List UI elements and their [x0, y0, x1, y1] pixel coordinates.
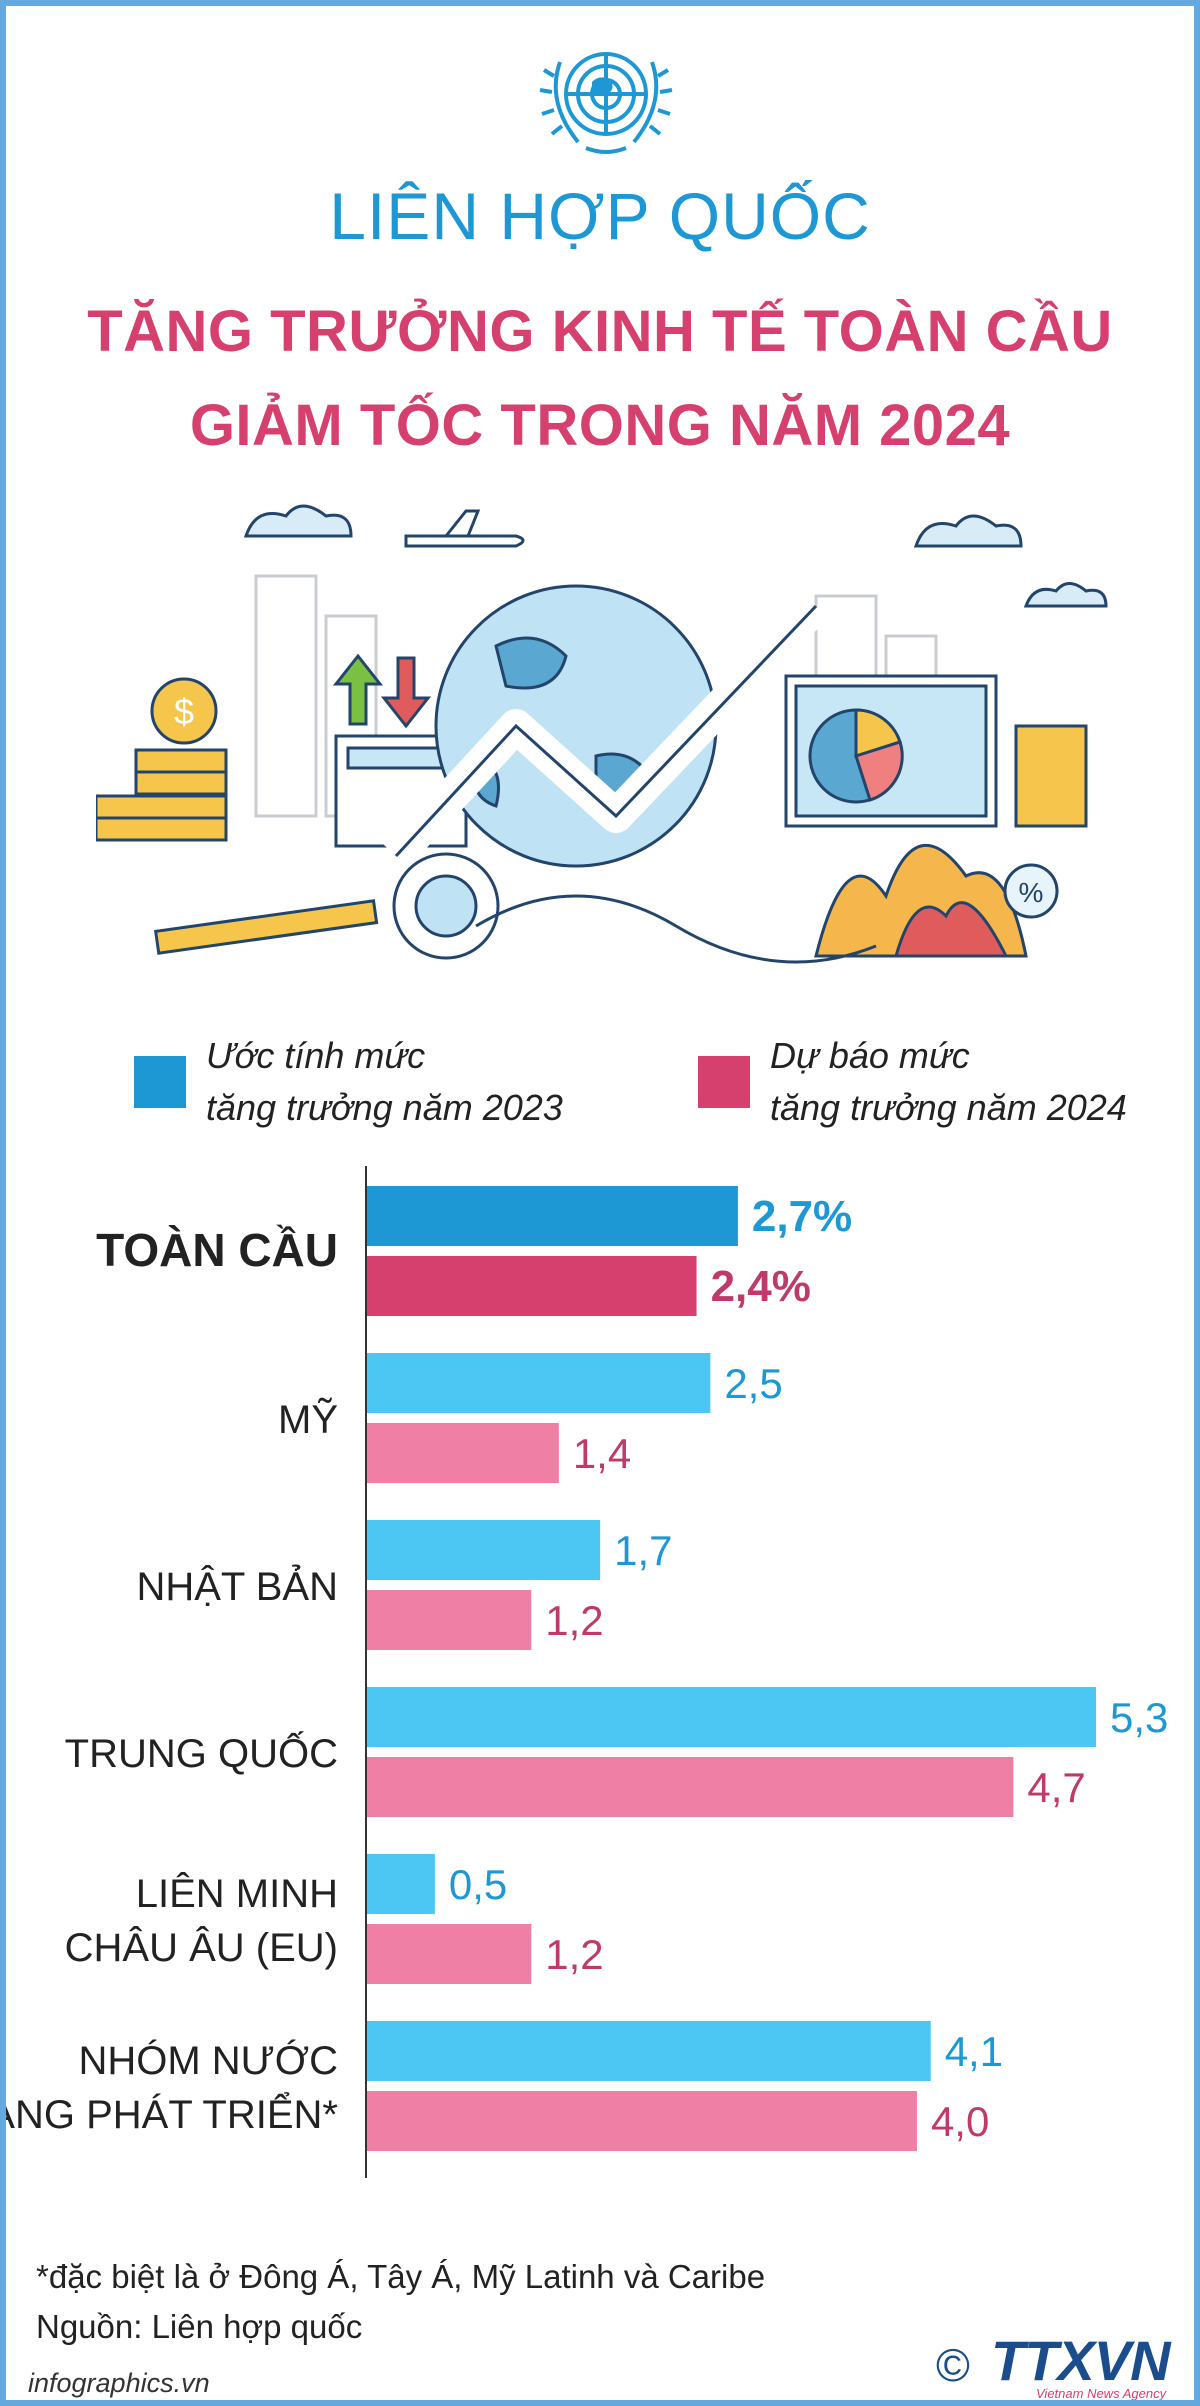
bar-value-label: 2,7% [752, 1192, 852, 1241]
bar-2023-0 [366, 1186, 738, 1246]
footnote: *đặc biệt là ở Đông Á, Tây Á, Mỹ Latinh … [36, 2258, 766, 2295]
bar-value-label: 1,2 [545, 1597, 603, 1644]
category-label: TRUNG QUỐC [65, 1730, 338, 1776]
bar-2023-4 [366, 1854, 435, 1914]
bar-2023-1 [366, 1353, 711, 1413]
agency-logo: TTXVN [991, 2329, 1171, 2392]
bar-2024-2 [366, 1590, 532, 1650]
wave-line [475, 894, 877, 964]
magnifier-icon [153, 852, 500, 960]
category-label: NHẬT BẢN [136, 1563, 338, 1609]
category-label: CHÂU ÂU (EU) [65, 1925, 338, 1970]
bar-2024-0 [366, 1256, 697, 1316]
source-note: Nguồn: Liên hợp quốc [36, 2308, 363, 2345]
category-label: ĐANG PHÁT TRIỂN* [6, 2090, 338, 2137]
svg-text:$: $ [174, 691, 194, 732]
monitor-icon [784, 674, 998, 828]
bar-2024-5 [366, 2091, 917, 2151]
category-label: MỸ [278, 1397, 338, 1442]
headline-line-2: GIẢM TỐC TRONG NĂM 2024 [189, 393, 1011, 458]
bar-value-label: 4,0 [931, 2098, 989, 2145]
bar-2024-3 [366, 1757, 1014, 1817]
bar-value-label: 1,4 [573, 1430, 631, 1477]
bar-value-label: 5,3 [1110, 1694, 1168, 1741]
bar-value-label: 2,4% [711, 1262, 811, 1311]
coins-icon: $ [96, 677, 228, 842]
bar-2023-3 [366, 1687, 1096, 1747]
bar-value-label: 1,2 [545, 1931, 603, 1978]
un-emblem-icon [539, 52, 673, 154]
legend-swatch-2024 [698, 1056, 750, 1108]
legend-swatch-2023 [134, 1056, 186, 1108]
up-down-arrows-icon [332, 653, 432, 729]
category-label: TOÀN CẦU [96, 1224, 338, 1276]
category-label: NHÓM NƯỚC [78, 2038, 338, 2083]
bar-2023-2 [366, 1520, 601, 1580]
bar-2023-5 [366, 2021, 931, 2081]
percent-icon: % [1003, 863, 1059, 919]
bar-value-label: 1,7 [614, 1527, 672, 1574]
bar-value-label: 4,1 [945, 2028, 1003, 2075]
copyright-icon: © [936, 2339, 970, 2391]
bar-2024-1 [366, 1423, 559, 1483]
bar-2024-4 [366, 1924, 532, 1984]
headline-line-1: TĂNG TRƯỞNG KINH TẾ TOÀN CẦU [87, 299, 1113, 364]
cloud-icon [243, 504, 1108, 608]
card-icon [1014, 724, 1088, 828]
legend-label-2024: Dự báo mức tăng trưởng năm 2024 [770, 1035, 1127, 1128]
bar-value-label: 4,7 [1027, 1764, 1085, 1811]
economy-illustration: $ [96, 504, 1108, 964]
svg-text:%: % [1019, 877, 1044, 908]
airplane-icon [404, 509, 525, 548]
legend-label-2023: Ước tính mức tăng trưởng năm 2023 [206, 1035, 563, 1128]
organization-name: LIÊN HỢP QUỐC [329, 179, 871, 253]
bar-value-label: 0,5 [449, 1861, 507, 1908]
globe-icon [434, 584, 718, 868]
bar-value-label: 2,5 [724, 1360, 782, 1407]
agency-logo-subtitle: Vietnam News Agency [1036, 2386, 1167, 2401]
site-name: infographics.vn [28, 2368, 210, 2398]
category-label: LIÊN MINH [136, 1871, 338, 1916]
